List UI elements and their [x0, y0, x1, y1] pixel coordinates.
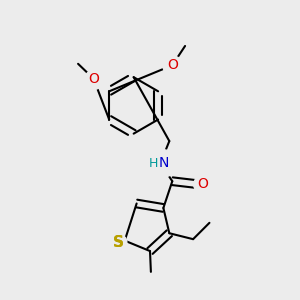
- Text: O: O: [88, 72, 99, 86]
- Text: O: O: [167, 58, 178, 72]
- Text: O: O: [197, 177, 208, 191]
- Text: S: S: [113, 235, 124, 250]
- Text: H: H: [149, 157, 159, 170]
- Text: N: N: [158, 156, 169, 170]
- Text: S: S: [113, 235, 124, 250]
